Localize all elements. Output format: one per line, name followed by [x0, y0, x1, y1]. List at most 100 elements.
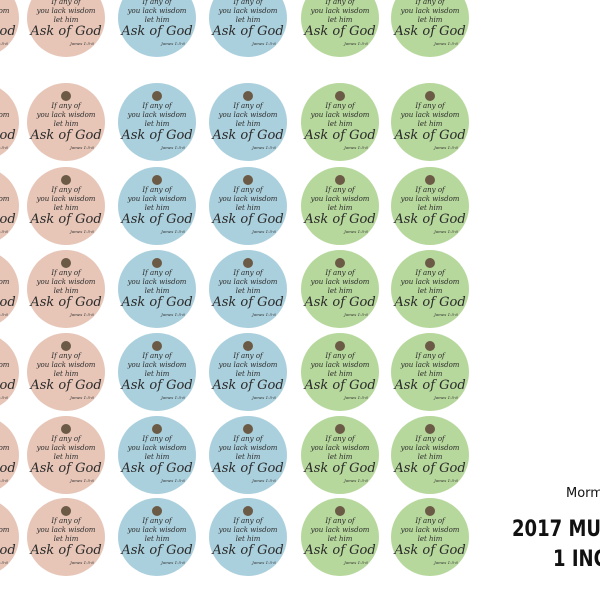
- owl-icon: [152, 258, 162, 268]
- sticker-line: you lack wisdom: [0, 111, 10, 119]
- owl-icon: [335, 424, 345, 434]
- sticker-circle: [391, 498, 469, 576]
- sticker-line: If any of: [141, 435, 173, 443]
- sticker-line: let him: [328, 204, 353, 212]
- sticker-line: you lack wisdom: [310, 526, 370, 534]
- sticker-circle: [118, 498, 196, 576]
- sticker-reference: James 1:5-6: [0, 395, 8, 400]
- sticker-line: Ask of God: [120, 212, 192, 227]
- owl-icon: [61, 506, 71, 516]
- sticker-line: Ask of God: [303, 24, 375, 39]
- sticker-line: you lack wisdom: [36, 111, 96, 119]
- sticker-line: Ask of God: [29, 295, 101, 310]
- sticker-line: Ask of God: [29, 461, 101, 476]
- sticker-reference: James 1:5-6: [433, 478, 458, 483]
- sticker-line: Ask of God: [0, 128, 16, 143]
- sticker-line: Ask of God: [211, 378, 283, 393]
- sticker-reference: James 1:5-6: [160, 229, 185, 234]
- sticker-line: let him: [236, 370, 261, 378]
- sticker-line: let him: [54, 370, 79, 378]
- sticker-line: If any of: [232, 102, 264, 110]
- sticker-line: Ask of God: [211, 543, 283, 558]
- sticker-line: you lack wisdom: [127, 278, 187, 286]
- sticker-line: let him: [418, 453, 443, 461]
- sticker-line: If any of: [141, 0, 173, 6]
- owl-icon: [152, 341, 162, 351]
- sticker-circle: [209, 498, 287, 576]
- sticker-line: If any of: [50, 517, 82, 525]
- sticker-line: If any of: [232, 269, 264, 277]
- sticker-line: you lack wisdom: [218, 278, 278, 286]
- sticker-line: Ask of God: [120, 24, 192, 39]
- sticker-line: let him: [54, 16, 79, 24]
- sticker-line: you lack wisdom: [0, 526, 10, 534]
- sticker-circle: [301, 83, 379, 161]
- sticker-line: Ask of God: [393, 212, 465, 227]
- sticker-line: let him: [418, 16, 443, 24]
- sticker-line: you lack wisdom: [310, 444, 370, 452]
- owl-icon: [61, 91, 71, 101]
- sticker-line: If any of: [141, 102, 173, 110]
- sticker-line: Ask of God: [29, 543, 101, 558]
- sticker-reference: James 1:5-6: [0, 478, 8, 483]
- sticker-circle: [0, 338, 19, 406]
- sticker-line: let him: [236, 204, 261, 212]
- owl-icon: [61, 175, 71, 185]
- sticker-reference: James 1:5-6: [69, 229, 94, 234]
- sticker-line: Ask of God: [29, 212, 101, 227]
- sticker-line: If any of: [50, 435, 82, 443]
- sticker-line: Ask of God: [120, 295, 192, 310]
- owl-icon: [335, 506, 345, 516]
- sticker-line: let him: [328, 535, 353, 543]
- sticker-line: Ask of God: [211, 24, 283, 39]
- sticker-reference: James 1:5-6: [343, 229, 368, 234]
- sticker-line: Ask of God: [120, 543, 192, 558]
- sticker-line: you lack wisdom: [310, 195, 370, 203]
- sticker-line: you lack wisdom: [127, 444, 187, 452]
- sticker-reference: James 1:5-6: [69, 560, 94, 565]
- sticker-circle: [118, 333, 196, 411]
- sticker-line: let him: [418, 204, 443, 212]
- sticker-reference: James 1:5-6: [433, 41, 458, 46]
- sticker-line: If any of: [141, 517, 173, 525]
- sticker-reference: James 1:5-6: [343, 145, 368, 150]
- sticker-circle: [209, 333, 287, 411]
- sticker-line: you lack wisdom: [218, 526, 278, 534]
- sticker-line: you lack wisdom: [218, 7, 278, 15]
- sticker-circle: [118, 167, 196, 245]
- sticker-circle: [27, 83, 105, 161]
- sticker-line: let him: [54, 453, 79, 461]
- sticker-line: Ask of God: [0, 295, 16, 310]
- sticker-line: you lack wisdom: [36, 7, 96, 15]
- sticker-reference: James 1:5-6: [251, 478, 276, 483]
- sticker-line: you lack wisdom: [127, 111, 187, 119]
- sticker-line: If any of: [324, 269, 356, 277]
- sticker-line: If any of: [232, 517, 264, 525]
- sticker-reference: James 1:5-6: [69, 145, 94, 150]
- sticker-reference: James 1:5-6: [69, 312, 94, 317]
- owl-icon: [425, 506, 435, 516]
- sticker-line: Ask of God: [29, 24, 101, 39]
- sticker-reference: James 1:5-6: [343, 395, 368, 400]
- sticker-reference: James 1:5-6: [160, 478, 185, 483]
- sticker-line: Ask of God: [303, 212, 375, 227]
- sticker-reference: James 1:5-6: [0, 560, 8, 565]
- sticker-line: you lack wisdom: [36, 526, 96, 534]
- sticker-line: If any of: [414, 102, 446, 110]
- sticker-line: Ask of God: [29, 378, 101, 393]
- sticker-reference: James 1:5-6: [343, 478, 368, 483]
- sticker-reference: James 1:5-6: [69, 41, 94, 46]
- sticker-circle: [0, 172, 19, 240]
